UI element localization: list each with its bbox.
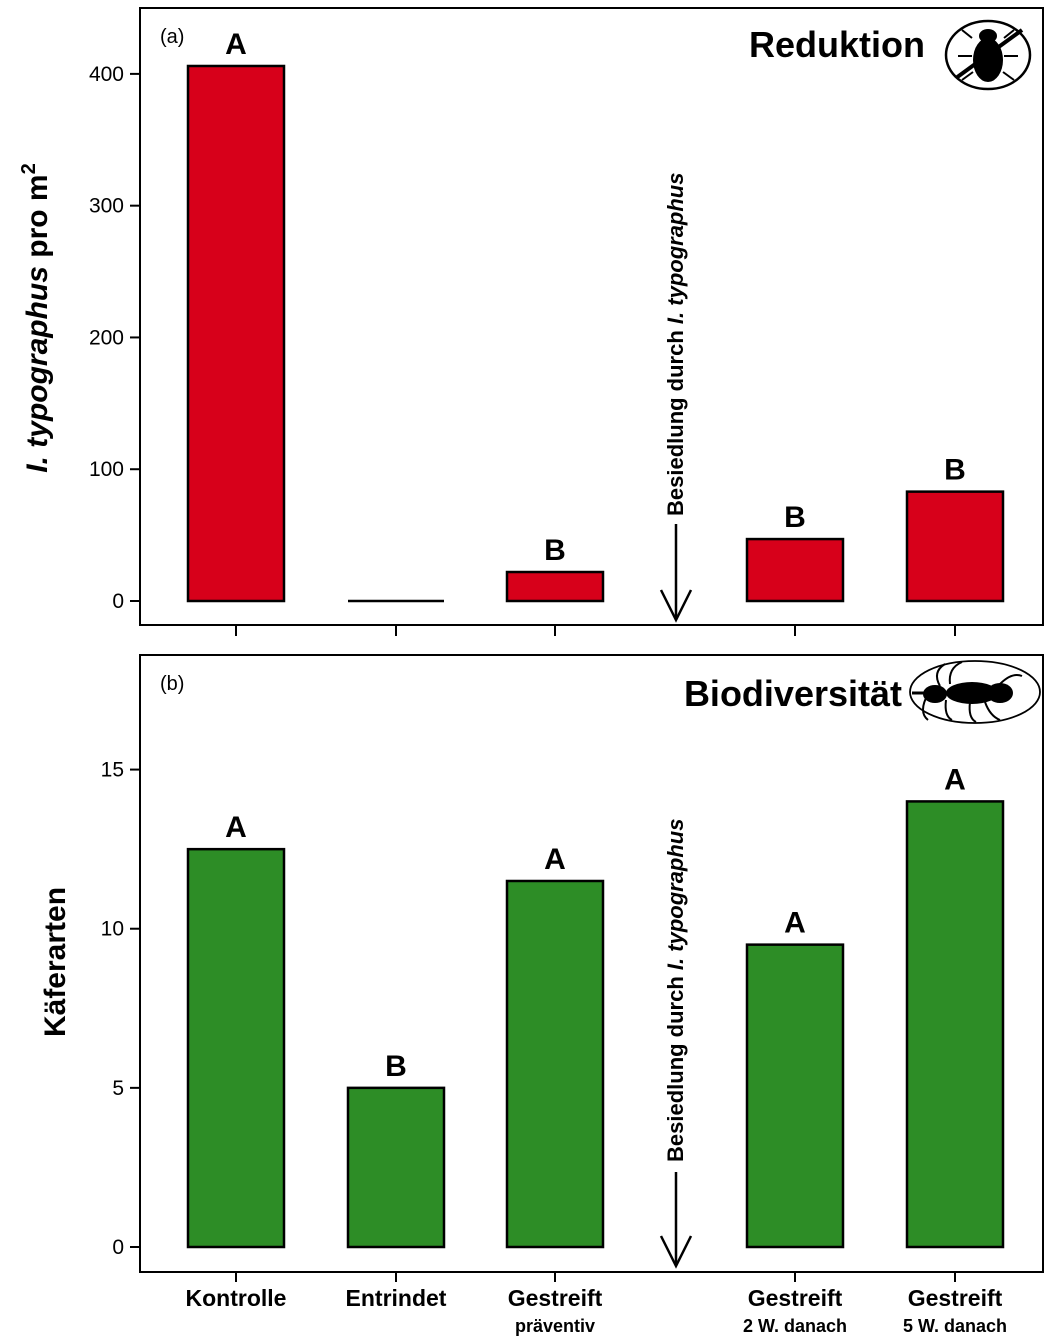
panel-b-y-axis: 0 5 10 15 (101, 759, 140, 1259)
y-tick-label: 100 (89, 458, 124, 481)
panel-b-annotation-text: Besiedlung durch I. typographus (663, 819, 688, 1162)
x-category-label: Entrindet (346, 1285, 447, 1311)
significance-letter: B (544, 534, 566, 567)
y-tick-label: 0 (112, 590, 124, 613)
panel-a-annotation-text: Besiedlung durch I. typographus (663, 173, 688, 516)
panel-b-title: Biodiversität (684, 673, 902, 714)
bar-gestreift (905, 800, 1005, 1249)
bar-gestreift (745, 943, 845, 1249)
panel-b-label: (b) (160, 673, 184, 695)
panel-b-frame (139, 654, 1044, 1273)
bar-kontrolle (186, 847, 286, 1249)
panel-a-y-axis-title: I. typographus pro m2 (18, 163, 54, 472)
significance-letter: B (944, 454, 966, 487)
y-tick-label: 10 (101, 918, 124, 941)
panel-b-colonisation-annotation: Besiedlung durch I. typographus (659, 819, 693, 1269)
panel-a-colonisation-annotation: Besiedlung durch I. typographus (659, 173, 693, 623)
significance-letter: A (784, 907, 806, 940)
panel-a-frame (139, 7, 1044, 626)
panel-a-annotation-arrowhead (659, 589, 693, 623)
x-category-label: Gestreift (908, 1285, 1003, 1311)
y-tick-label: 5 (112, 1077, 124, 1100)
beetle-silhouette-icon (909, 660, 1041, 724)
significance-letter: B (784, 501, 806, 534)
bar-gestreift (505, 570, 605, 603)
panel-b-x-ticks (235, 1272, 956, 1282)
significance-letter: A (944, 763, 966, 796)
panel-b-significance-letters: A B A A A (225, 763, 966, 1082)
x-category-label: Gestreift (508, 1285, 603, 1311)
panel-a-y-axis: 0 100 200 300 400 (89, 63, 140, 613)
x-category-sublabel: 2 W. danach (743, 1316, 847, 1336)
panel-a-bars (186, 64, 1005, 603)
bar-gestreift (505, 879, 605, 1249)
significance-letter: B (385, 1050, 407, 1083)
panel-b-bars (186, 800, 1005, 1249)
significance-letter: A (225, 28, 247, 61)
panel-b-y-axis-title: Käferarten (39, 887, 72, 1037)
bar-entrindet (346, 1086, 446, 1249)
y-tick-label: 0 (112, 1236, 124, 1259)
y-tick-label: 400 (89, 63, 124, 86)
panel-a-title: Reduktion (749, 24, 925, 65)
significance-letter: A (225, 811, 247, 844)
y-tick-label: 300 (89, 195, 124, 218)
significance-letter: A (544, 843, 566, 876)
x-axis-category-labels: Kontrolle Entrindet Gestreift präventiv Gest… (186, 1285, 1007, 1336)
x-category-sublabel: präventiv (515, 1316, 595, 1336)
bark-beetle-crossed-out-icon (944, 19, 1032, 91)
panel-a-significance-letters: A B B B (225, 28, 966, 567)
panel-b: (b) Biodiversität 0 5 10 15 A B A A A Käferarte… (39, 654, 1044, 1282)
y-tick-label: 15 (101, 759, 124, 782)
bar-gestreift (905, 490, 1005, 603)
panel-a-label: (a) (160, 26, 184, 48)
y-tick-label: 200 (89, 326, 124, 349)
panel-a-x-ticks (235, 625, 956, 636)
x-category-sublabel: 5 W. danach (903, 1316, 1007, 1336)
bar-kontrolle (186, 64, 286, 603)
panel-b-annotation-arrowhead (659, 1235, 693, 1269)
bar-gestreift (745, 537, 845, 603)
panel-a: (a) Reduktion 0 100 200 300 400 A B B B I. typo… (18, 7, 1044, 636)
x-category-label: Kontrolle (186, 1285, 287, 1311)
x-category-label: Gestreift (748, 1285, 843, 1311)
